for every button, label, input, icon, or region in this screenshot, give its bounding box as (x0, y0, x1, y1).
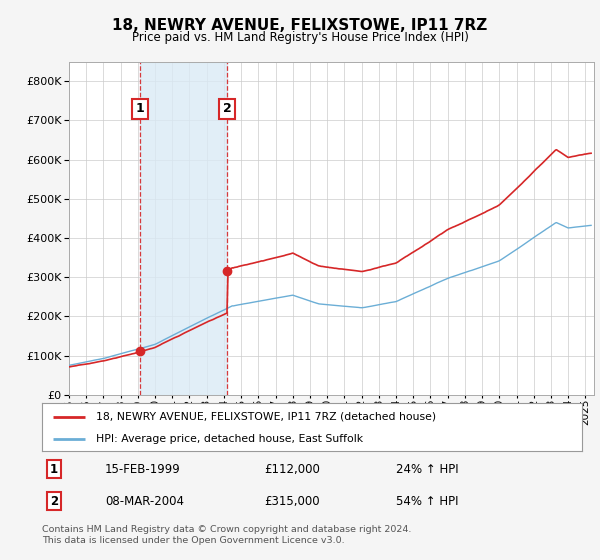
Text: 1: 1 (136, 102, 144, 115)
Text: 54% ↑ HPI: 54% ↑ HPI (396, 494, 458, 508)
Text: £112,000: £112,000 (264, 463, 320, 476)
Text: HPI: Average price, detached house, East Suffolk: HPI: Average price, detached house, East… (96, 434, 363, 444)
Text: 1: 1 (50, 463, 58, 476)
Text: 2: 2 (50, 494, 58, 508)
Text: 15-FEB-1999: 15-FEB-1999 (105, 463, 181, 476)
Text: £315,000: £315,000 (264, 494, 320, 508)
Text: Price paid vs. HM Land Registry's House Price Index (HPI): Price paid vs. HM Land Registry's House … (131, 31, 469, 44)
Text: 2: 2 (223, 102, 232, 115)
Text: 08-MAR-2004: 08-MAR-2004 (105, 494, 184, 508)
Text: 18, NEWRY AVENUE, FELIXSTOWE, IP11 7RZ: 18, NEWRY AVENUE, FELIXSTOWE, IP11 7RZ (112, 18, 488, 33)
Text: 24% ↑ HPI: 24% ↑ HPI (396, 463, 458, 476)
Bar (140, 62, 227, 395)
Text: 18, NEWRY AVENUE, FELIXSTOWE, IP11 7RZ (detached house): 18, NEWRY AVENUE, FELIXSTOWE, IP11 7RZ (… (96, 412, 436, 422)
Text: Contains HM Land Registry data © Crown copyright and database right 2024.
This d: Contains HM Land Registry data © Crown c… (42, 525, 412, 545)
